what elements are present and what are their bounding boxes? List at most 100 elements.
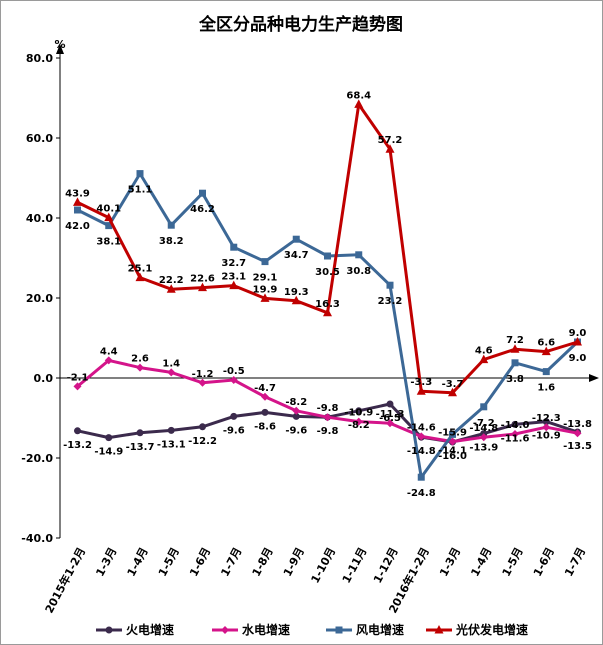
data-label: 32.7 xyxy=(221,258,246,269)
data-point xyxy=(167,426,175,434)
data-label: -9.6 xyxy=(285,425,307,436)
x-axis-arrow xyxy=(589,374,599,382)
data-label: 57.2 xyxy=(378,135,403,146)
y-tick-label: 60.0 xyxy=(26,132,53,145)
data-point xyxy=(480,403,488,411)
data-label: 16.3 xyxy=(315,299,340,310)
data-label: 46.2 xyxy=(190,204,215,215)
data-label: -13.8 xyxy=(563,419,592,430)
legend-marker xyxy=(335,626,343,634)
data-point xyxy=(105,222,113,230)
data-label: -10.9 xyxy=(532,431,561,442)
data-label: -14.9 xyxy=(94,447,123,458)
legend-label: 风电增速 xyxy=(356,622,404,637)
data-label: -8.2 xyxy=(348,420,370,431)
data-point xyxy=(573,337,582,346)
data-label: 29.1 xyxy=(253,273,278,284)
data-point xyxy=(479,354,489,364)
data-point xyxy=(386,281,394,289)
legend-marker xyxy=(105,626,113,634)
data-label: -8.2 xyxy=(285,397,307,408)
data-point xyxy=(260,293,270,302)
data-label: 34.7 xyxy=(284,250,309,261)
y-tick-label: 40.0 xyxy=(26,212,53,225)
data-label: 9.0 xyxy=(569,353,587,364)
data-label: 42.0 xyxy=(65,221,90,232)
data-label: -9.8 xyxy=(317,426,339,437)
data-label: -0.5 xyxy=(223,366,245,377)
data-label: -11.3 xyxy=(376,409,405,420)
data-label: -14.8 xyxy=(407,446,436,457)
data-point xyxy=(292,235,300,243)
data-point xyxy=(323,307,332,317)
data-label: 30.5 xyxy=(315,267,340,278)
data-point xyxy=(292,412,300,420)
data-point xyxy=(135,272,145,282)
data-label: -14.6 xyxy=(407,422,436,433)
data-point xyxy=(229,376,238,384)
y-tick-label: -40.0 xyxy=(21,532,53,545)
data-label: 2.6 xyxy=(131,354,149,365)
legend-label: 水电增速 xyxy=(242,622,290,637)
data-label: -9.8 xyxy=(317,403,339,414)
data-point xyxy=(198,378,207,387)
data-label: 22.6 xyxy=(190,274,215,285)
data-label: -3.3 xyxy=(410,377,432,388)
data-label: 9.0 xyxy=(569,328,587,339)
data-point xyxy=(511,430,519,438)
y-tick-label: 0.0 xyxy=(34,372,54,385)
data-point xyxy=(199,189,206,197)
data-label: -13.1 xyxy=(157,439,186,450)
data-label: -13.2 xyxy=(63,440,92,451)
y-tick-label: -20.0 xyxy=(21,452,53,465)
data-point xyxy=(354,99,364,108)
data-label: -2.1 xyxy=(67,372,89,383)
data-label: 38.1 xyxy=(96,237,121,248)
data-point xyxy=(385,144,395,153)
data-point xyxy=(105,434,113,442)
data-label: 4.6 xyxy=(475,346,493,357)
legend-label: 光伏发电增速 xyxy=(455,622,528,637)
data-label: -12.3 xyxy=(532,413,561,424)
data-point xyxy=(417,473,425,481)
data-label: -16.0 xyxy=(438,451,467,462)
data-point xyxy=(417,432,426,441)
data-point xyxy=(198,282,207,292)
data-label: -8.6 xyxy=(254,421,276,432)
data-point xyxy=(166,284,176,293)
y-tick-label: 20.0 xyxy=(26,292,53,305)
data-label: -7.2 xyxy=(473,418,495,429)
data-point xyxy=(354,417,363,426)
data-label: 40.1 xyxy=(96,204,121,215)
data-point xyxy=(511,420,519,428)
legend-label: 火电增速 xyxy=(126,622,174,637)
data-label: -6.5 xyxy=(379,413,401,424)
data-label: -1.2 xyxy=(192,369,214,380)
data-point xyxy=(136,170,144,178)
data-point xyxy=(230,243,238,251)
data-point xyxy=(74,206,81,214)
data-point xyxy=(229,280,239,290)
data-point xyxy=(74,427,81,435)
data-label: -4.7 xyxy=(254,383,276,394)
data-point xyxy=(136,363,144,372)
data-label: 19.3 xyxy=(284,287,309,298)
data-point xyxy=(323,413,332,422)
data-point xyxy=(167,368,176,377)
data-point xyxy=(104,356,113,365)
legend: 火电增速 水电增速 风电增速 光伏发电增速 xyxy=(96,622,528,637)
data-label: 6.6 xyxy=(537,338,555,349)
data-label: 23.2 xyxy=(378,296,403,307)
data-point xyxy=(386,400,394,408)
data-point xyxy=(511,359,519,367)
data-point xyxy=(199,423,206,431)
data-label: 4.4 xyxy=(100,346,118,357)
data-point xyxy=(104,212,114,222)
series-lines xyxy=(73,99,582,481)
data-label: -14.8 xyxy=(469,423,498,434)
data-point xyxy=(479,433,488,442)
legend-marker xyxy=(434,625,444,634)
data-point xyxy=(261,392,269,401)
data-point xyxy=(386,419,394,428)
data-label: 25.1 xyxy=(128,264,153,275)
